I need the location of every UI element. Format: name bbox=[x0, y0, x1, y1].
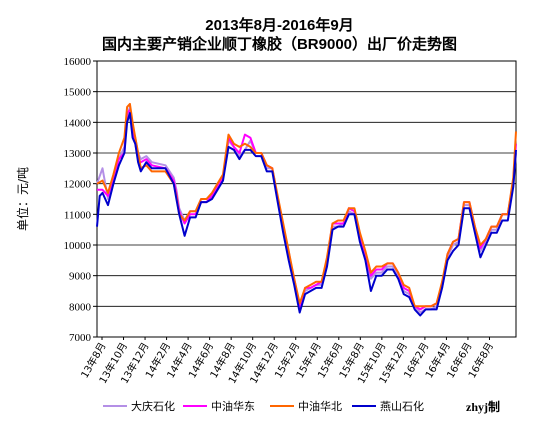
legend-label-3: 中油华北 bbox=[298, 399, 342, 413]
y-tick-label: 10000 bbox=[64, 240, 92, 252]
legend-label-2: 中油华东 bbox=[211, 399, 255, 413]
legend-label-4: 燕山石化 bbox=[380, 399, 424, 413]
chart-credit: zhyj制 bbox=[466, 400, 500, 414]
y-tick-label: 7000 bbox=[69, 332, 92, 344]
plot-area bbox=[96, 60, 517, 338]
chart-subtitle: 国内主要产销企业顺丁橡胶（BR9000）出厂价走势图 bbox=[101, 36, 458, 53]
series-line-4 bbox=[96, 112, 517, 317]
legend-label-1: 大庆石化 bbox=[131, 399, 175, 413]
y-tick-label: 16000 bbox=[64, 56, 92, 68]
y-tick-label: 14000 bbox=[64, 117, 92, 129]
y-tick-label: 9000 bbox=[69, 271, 92, 283]
y-tick-label: 13000 bbox=[64, 148, 92, 160]
y-tick-label: 12000 bbox=[64, 179, 92, 191]
series-line-3 bbox=[96, 102, 517, 308]
y-tick-label: 15000 bbox=[64, 87, 92, 99]
chart-title: 2013年8月-2016年9月 bbox=[205, 17, 354, 34]
y-axis-label: 单位：元/吨 bbox=[15, 167, 30, 231]
y-tick-label: 8000 bbox=[69, 301, 92, 313]
y-tick-label: 11000 bbox=[64, 209, 92, 221]
